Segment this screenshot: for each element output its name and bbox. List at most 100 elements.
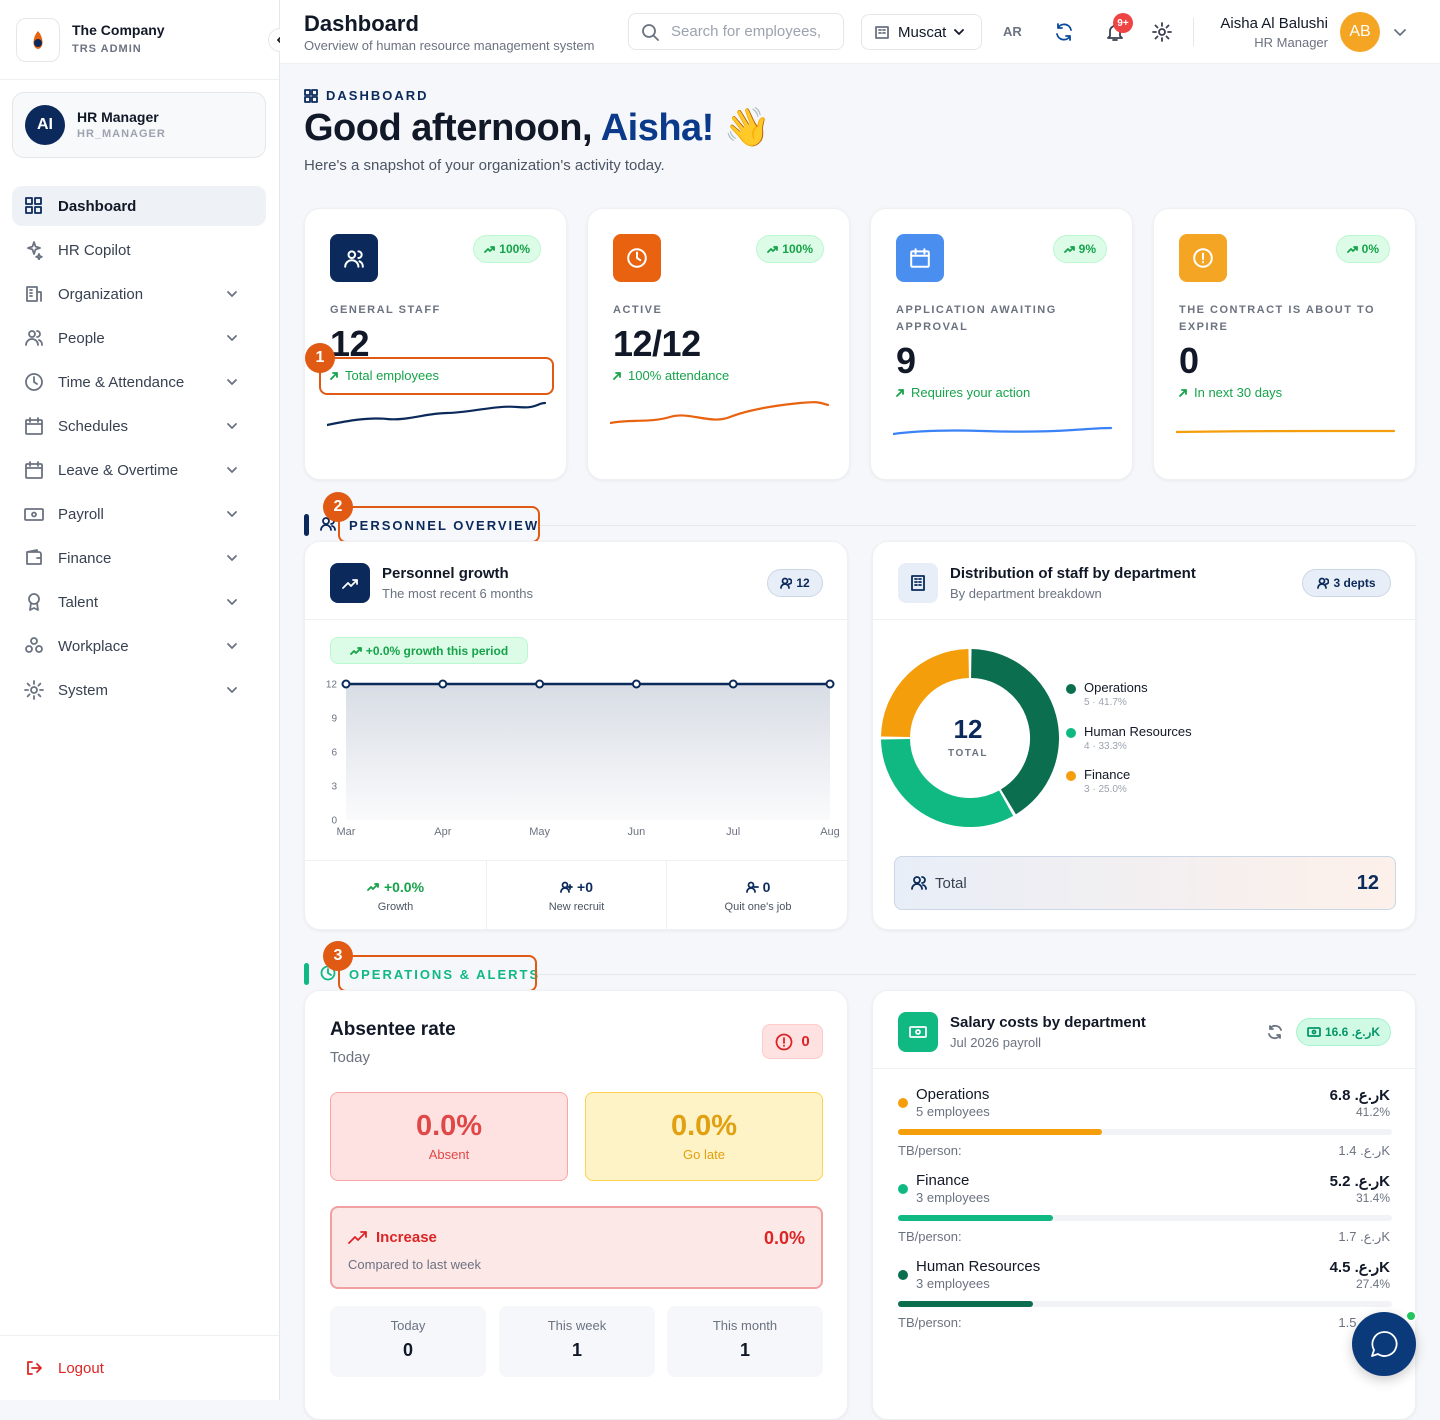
header-user-name: Aisha Al Balushi (1220, 15, 1328, 32)
company-name: The Company (72, 22, 165, 38)
stat-value: 12/12 (613, 323, 701, 364)
x-tick-label: Jul (726, 826, 740, 838)
nav-item[interactable]: Finance (12, 538, 266, 578)
user-card[interactable]: AI HR Manager HR_MANAGER (12, 92, 266, 158)
stat-value: 9 (896, 340, 916, 381)
location-select[interactable]: Muscat (861, 14, 982, 50)
nav-item[interactable]: Schedules (12, 406, 266, 446)
footer-value: +0.0% (305, 879, 486, 895)
language-toggle[interactable]: AR (1003, 24, 1022, 39)
nav-item[interactable]: Talent (12, 582, 266, 622)
donut-segment (881, 738, 1014, 827)
legend-dot (1066, 771, 1076, 781)
dept-dot (898, 1184, 908, 1194)
sidebar: The Company TRS ADMIN AI HR Manager HR_M… (0, 0, 280, 1400)
nav-chevron (214, 332, 252, 344)
nav-item[interactable]: Time & Attendance (12, 362, 266, 402)
user-name: HR Manager (77, 109, 159, 125)
stat-note-label: In next 30 days (1194, 385, 1283, 400)
period-box: This month 1 (667, 1306, 823, 1377)
user-menu-chevron[interactable] (1394, 26, 1406, 38)
x-tick-label: May (529, 826, 550, 838)
legend-detail: 5 · 41.7% (1084, 697, 1127, 708)
divider (305, 860, 847, 861)
nav-item[interactable]: Organization (12, 274, 266, 314)
annotation-number: 2 (323, 492, 353, 522)
legend-name: Human Resources (1084, 723, 1192, 739)
nav-item[interactable]: Dashboard (12, 186, 266, 226)
stat-icon (1179, 234, 1227, 282)
stat-badge: 100% (473, 235, 541, 263)
settings-icon[interactable] (1152, 22, 1172, 42)
stat-badge-label: 100% (782, 242, 813, 256)
distribution-card: Distribution of staff by department By d… (872, 541, 1417, 930)
stat-body: GENERAL STAFF 12 Total employees (325, 302, 547, 436)
nav-item[interactable]: HR Copilot (12, 230, 266, 270)
divider (537, 974, 1416, 975)
donut-chart (881, 649, 1059, 827)
period-box: This week 1 (499, 1306, 655, 1377)
stat-note: Total employees (330, 368, 545, 383)
sparkline (325, 395, 547, 436)
point (728, 679, 738, 689)
nav-label: Talent (58, 593, 99, 611)
point (535, 679, 545, 689)
nav-item[interactable]: Payroll (12, 494, 266, 534)
footer-value-text: +0 (577, 879, 593, 895)
alert-count: 0 (801, 1033, 810, 1050)
nav-chevron (214, 508, 252, 520)
area (346, 684, 830, 820)
per-person-label: TB/person: (898, 1315, 962, 1330)
dept-amount: ر.ع. 4.5K (1329, 1259, 1390, 1276)
x-tick-label: Aug (820, 826, 840, 838)
nav-label: System (58, 681, 109, 699)
x-tick-label: Apr (434, 826, 451, 838)
nav-label: People (58, 329, 105, 347)
annotation-number: 3 (323, 941, 353, 971)
footer-value: +0 (487, 879, 666, 895)
total-row: Total 12 (894, 856, 1396, 910)
bar (898, 1129, 1102, 1135)
total-value: 12 (1356, 871, 1379, 894)
footer-label: Quit one's job (724, 901, 792, 913)
logout[interactable]: Logout (24, 1358, 104, 1378)
legend-name: Operations (1084, 680, 1148, 695)
absent-label: Absent (428, 1147, 470, 1162)
stat-label: ACTIVE (613, 304, 663, 316)
bar (898, 1215, 1054, 1221)
x-tick-label: Mar (337, 826, 356, 838)
nav-label: Organization (58, 285, 144, 303)
refresh-icon[interactable] (1267, 1024, 1283, 1040)
y-tick-label: 12 (326, 680, 338, 691)
eyebrow-label: DASHBOARD (326, 88, 429, 103)
stat-icon (613, 234, 661, 282)
nav-item[interactable]: Leave & Overtime (12, 450, 266, 490)
nav-item[interactable]: People (12, 318, 266, 358)
nav-item[interactable]: System (12, 670, 266, 710)
absent-value: 0.0% (415, 1110, 483, 1142)
late-box: 0.0% Go late (585, 1092, 823, 1181)
stat-icon (896, 234, 944, 282)
dept-employees: 5 employees (916, 1104, 990, 1119)
footer-stat: 0 Quit one's job (666, 861, 847, 929)
section-heading: PERSONNEL OVERVIEW (349, 518, 540, 533)
search[interactable]: Search for employees, (628, 13, 844, 50)
section-bar (304, 514, 309, 536)
salary-total-value: ر.ع. 16.6K (1325, 1025, 1380, 1039)
location: Muscat (898, 23, 947, 41)
divider (873, 1068, 1417, 1069)
company-role: TRS ADMIN (72, 43, 142, 55)
stat-label: APPLICATION AWAITING APPROVAL (896, 304, 1057, 333)
refresh-icon[interactable] (1054, 22, 1074, 42)
absent-box: 0.0% Absent (330, 1092, 568, 1181)
donut-center-value: 12 (953, 714, 983, 744)
stat-badge: 9% (1052, 235, 1107, 263)
period-label: This month (712, 1318, 778, 1333)
nav-item[interactable]: Workplace (12, 626, 266, 666)
header-avatar[interactable]: AB (1340, 12, 1380, 52)
dept-employees: 3 employees (916, 1190, 990, 1205)
period-value: 1 (571, 1340, 582, 1360)
trend-box: Increase 0.0% Compared to last week (330, 1206, 823, 1289)
chat-button[interactable] (1352, 1312, 1416, 1376)
card-badge: 12 (767, 569, 823, 597)
